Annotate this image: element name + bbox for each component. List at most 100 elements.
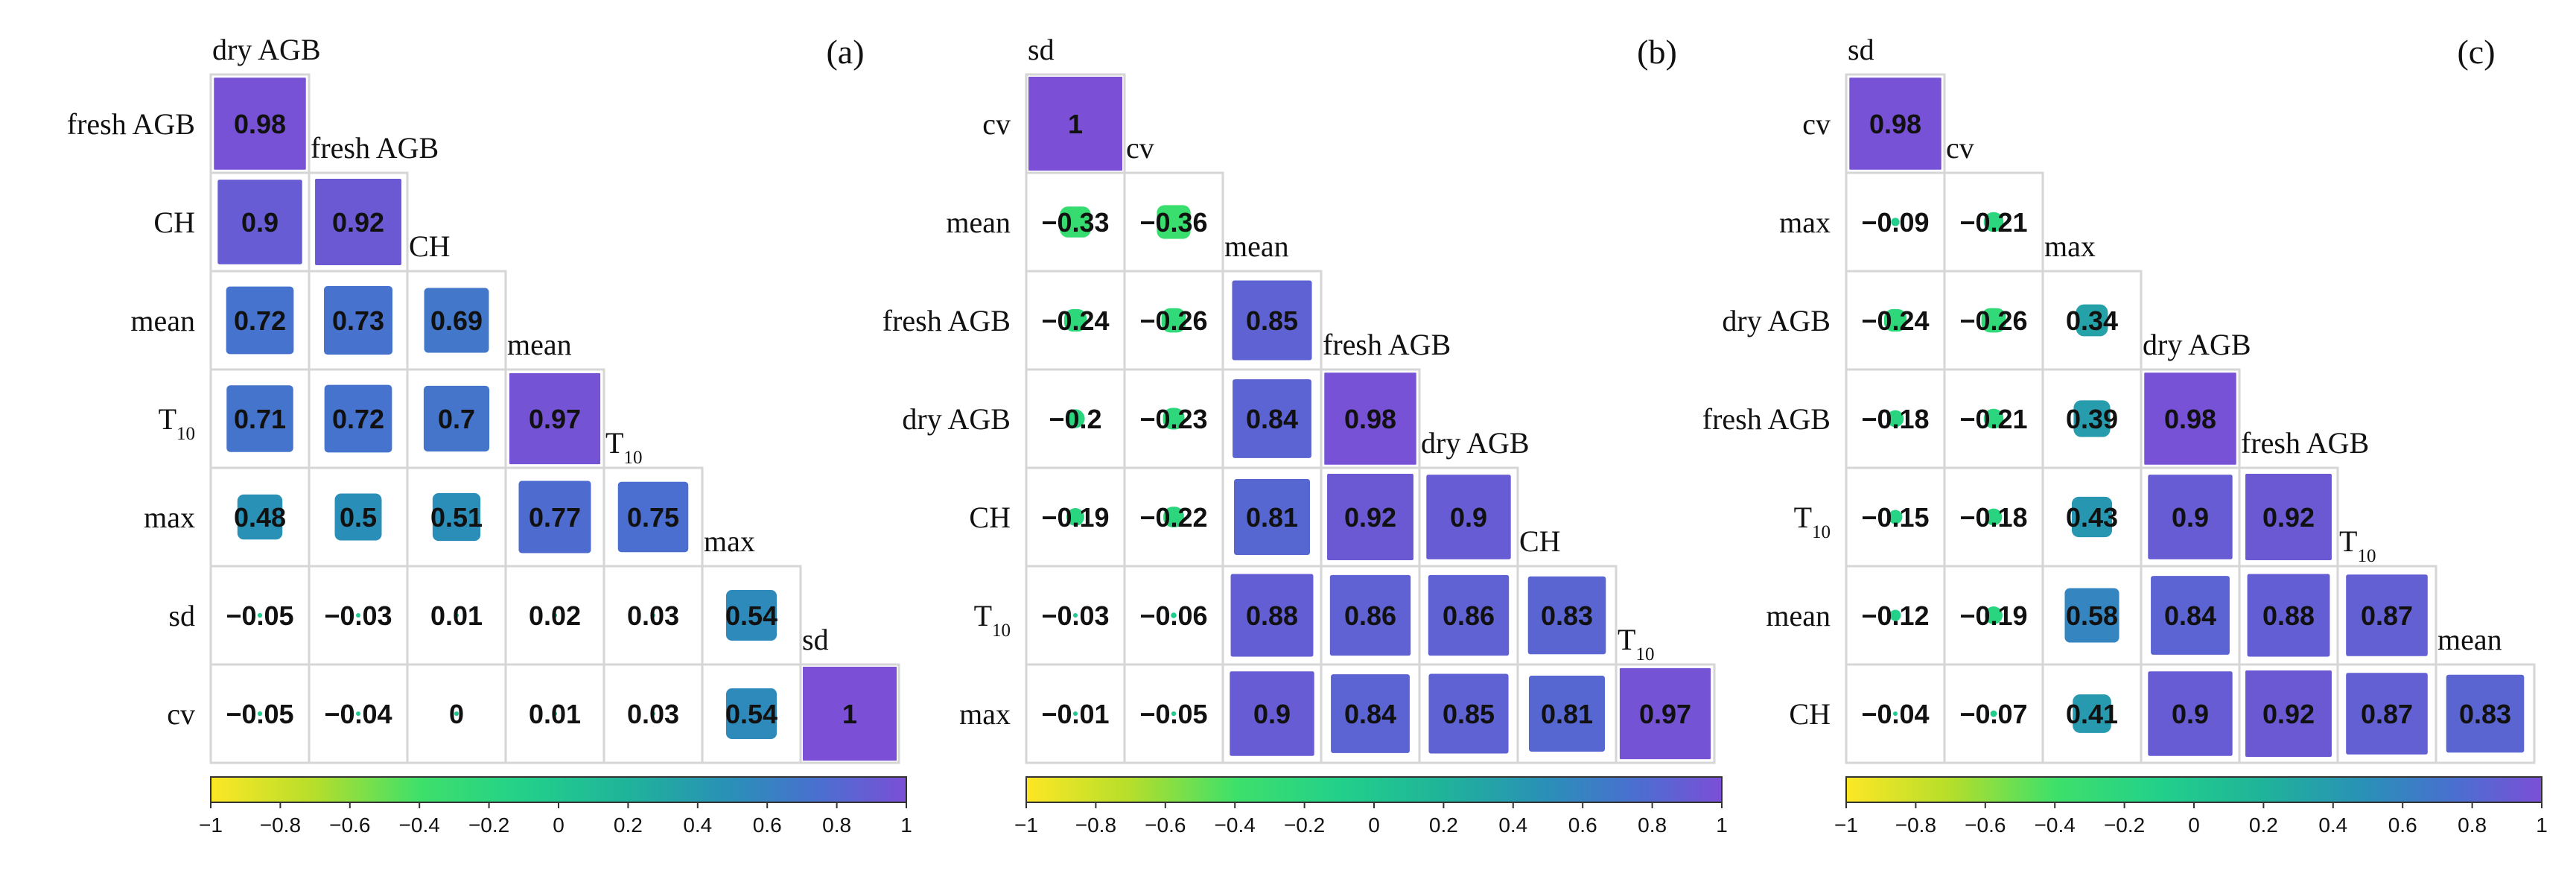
value-label: −0.21 xyxy=(1959,207,2027,238)
row-label-2: CH xyxy=(153,206,195,239)
heatmap-mark xyxy=(1883,308,1907,332)
row-label-5: CH xyxy=(969,501,1011,534)
value-label: 0.54 xyxy=(725,699,777,729)
value-label: 0.9 xyxy=(1450,502,1487,533)
value-label: −0.26 xyxy=(1959,305,2027,336)
value-label: −0.18 xyxy=(1959,502,2027,533)
value-label: 0.5 xyxy=(340,502,377,533)
value-label: −0.19 xyxy=(1041,502,1109,533)
heatmap-mark xyxy=(1985,508,2003,526)
value-label: 0.71 xyxy=(234,404,286,434)
column-label-3: dry AGB xyxy=(2143,328,2251,361)
heatmap-mark xyxy=(1528,675,1606,752)
heatmap-mark xyxy=(432,492,481,542)
column-label-0: sd xyxy=(1848,33,1874,66)
colorbar-tick-label: −0.8 xyxy=(1895,813,1936,837)
heatmap-mark xyxy=(2148,671,2233,756)
heatmap-mark xyxy=(1981,308,2006,333)
column-label-0: sd xyxy=(1028,33,1055,66)
column-label-4: dry AGB xyxy=(1421,426,1530,460)
heatmap-mark xyxy=(214,77,306,170)
heatmap-mark xyxy=(2071,496,2113,538)
heatmap-mark xyxy=(1891,218,1900,226)
heatmap-mark xyxy=(1230,671,1314,756)
value-label: 0.92 xyxy=(1344,502,1396,533)
heatmap-mark xyxy=(356,613,360,618)
value-label: −0.26 xyxy=(1139,305,1207,336)
heatmap-mark xyxy=(651,613,655,618)
heatmap-mark xyxy=(2245,474,2332,560)
panel-title: (a) xyxy=(826,33,864,71)
heatmap-mark xyxy=(257,612,263,618)
value-label: 0.92 xyxy=(332,207,384,238)
heatmap-mark xyxy=(1983,408,2004,429)
value-label: −0.24 xyxy=(1041,305,1109,336)
value-label: −0.24 xyxy=(1861,305,1929,336)
value-label: 0.03 xyxy=(627,699,679,729)
row-label-7: max xyxy=(959,697,1011,731)
value-label: 0.7 xyxy=(438,404,475,434)
value-label: 0.9 xyxy=(241,207,279,238)
heatmap-mark xyxy=(1066,409,1085,428)
row-label-2: max xyxy=(1779,206,1831,239)
value-label: −0.36 xyxy=(1139,207,1207,238)
row-label-3: fresh AGB xyxy=(882,304,1011,337)
heatmap-mark xyxy=(2144,372,2236,465)
colorbar-tick-label: 0.8 xyxy=(1638,813,1667,837)
column-label-2: CH xyxy=(409,229,451,263)
colorbar-tick-label: 0.4 xyxy=(683,813,712,837)
column-label-0: dry AGB xyxy=(212,33,321,66)
value-label: −0.03 xyxy=(324,600,392,631)
heatmap-mark xyxy=(1983,212,2004,232)
heatmap-mark xyxy=(1331,674,1410,753)
heatmap-mark xyxy=(315,179,401,265)
colorbar xyxy=(1025,776,1723,803)
colorbar-tick-label: 0 xyxy=(2188,813,2200,837)
heatmap-mark xyxy=(803,667,897,761)
value-label: 0.92 xyxy=(2262,502,2315,533)
value-label: −0.04 xyxy=(1861,699,1929,729)
heatmap-mark xyxy=(1985,606,2003,624)
heatmap-mark xyxy=(1990,710,1997,717)
colorbar-tick-label: 0.6 xyxy=(753,813,782,837)
heatmap-mark xyxy=(2151,576,2230,655)
value-label: 0.03 xyxy=(627,600,679,631)
row-label-1: cv xyxy=(982,107,1011,141)
value-label: 0.01 xyxy=(529,699,581,729)
value-label: 0.87 xyxy=(2361,600,2413,631)
heatmap-mark xyxy=(725,688,777,740)
value-label: 0.86 xyxy=(1443,600,1495,631)
value-label: 0.87 xyxy=(2361,699,2413,729)
colorbar-tick-label: −0.6 xyxy=(329,813,370,837)
row-label-2: mean xyxy=(946,206,1011,239)
value-label: 0.97 xyxy=(529,404,581,434)
column-label-4: T10 xyxy=(605,426,642,468)
heatmap-mark xyxy=(553,711,557,716)
colorbar-tick-label: −0.4 xyxy=(2035,813,2076,837)
value-label: 0.02 xyxy=(529,600,581,631)
column-label-5: CH xyxy=(1519,524,1561,558)
colorbar-tick-label: −1 xyxy=(1014,813,1038,837)
heatmap-mark xyxy=(237,494,283,540)
value-label: −0.23 xyxy=(1139,404,1207,434)
value-label: −0.12 xyxy=(1861,600,1929,631)
row-label-1: fresh AGB xyxy=(67,107,195,141)
heatmap-mark xyxy=(1157,205,1191,239)
column-label-4: fresh AGB xyxy=(2241,426,2369,460)
heatmap-mark xyxy=(1161,308,1186,333)
row-label-5: max xyxy=(144,501,195,534)
value-label: 0.84 xyxy=(1344,699,1396,729)
heatmap-mark xyxy=(1889,609,1901,621)
heatmap-mark xyxy=(1324,372,1416,465)
heatmap-mark xyxy=(226,286,294,355)
colorbar-tick-label: 0 xyxy=(553,813,565,837)
heatmap-mark xyxy=(1028,77,1122,171)
row-label-3: mean xyxy=(130,304,195,337)
row-label-6: sd xyxy=(168,599,195,632)
colorbar-tick-label: 0.8 xyxy=(2458,813,2487,837)
colorbar-tick-label: 0.4 xyxy=(1498,813,1527,837)
row-label-7: cv xyxy=(167,697,195,731)
value-label: 0.72 xyxy=(332,404,384,434)
value-label: 0.85 xyxy=(1246,305,1298,336)
